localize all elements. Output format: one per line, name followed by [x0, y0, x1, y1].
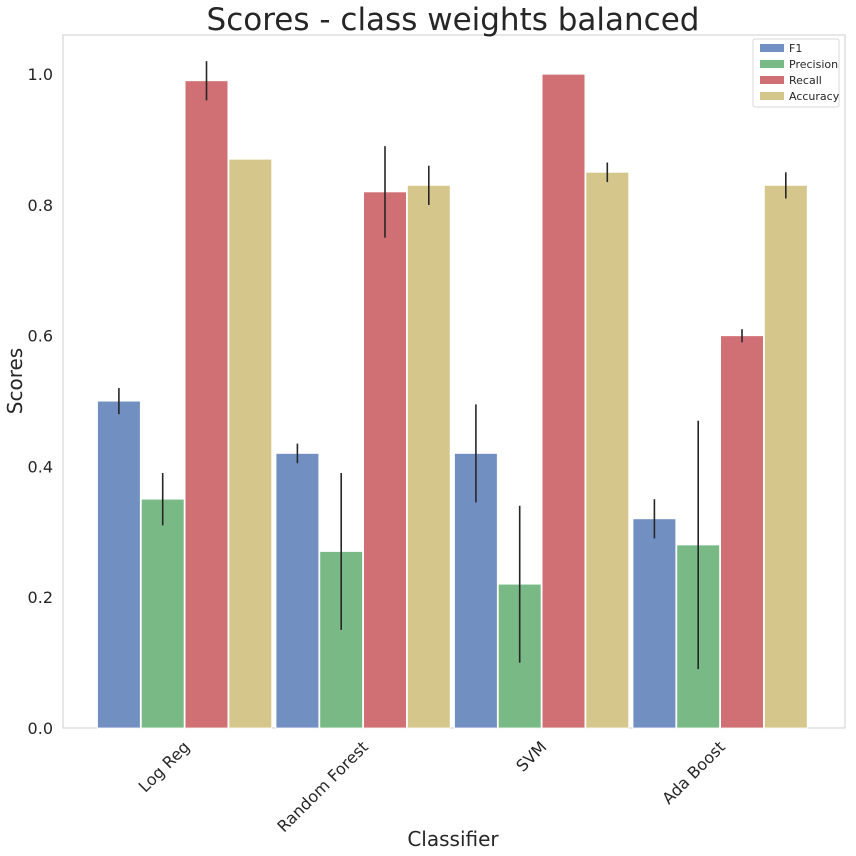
bar-precision-log-reg: [140, 498, 185, 729]
y-tick-label: 0.2: [28, 588, 53, 607]
bar-f1-ada-boost: [632, 518, 677, 729]
x-tick-label: Random Forest: [273, 737, 372, 836]
x-axis-label: Classifier: [407, 827, 499, 851]
bars-group: [97, 73, 808, 729]
y-tick-label: 0.4: [28, 457, 53, 476]
legend: F1 Precision Recall Accuracy: [752, 38, 840, 108]
x-tick-label: Ada Boost: [658, 737, 729, 808]
y-tick-label: 0.0: [28, 719, 53, 738]
bar-recall-svm: [541, 73, 586, 729]
legend-swatch-f1: [760, 44, 784, 52]
legend-label-precision: Precision: [789, 58, 838, 71]
legend-label-recall: Recall: [789, 74, 822, 87]
x-tick-label: Log Reg: [135, 737, 194, 796]
y-axis-label: Scores: [3, 348, 27, 414]
bar-f1-log-reg: [97, 400, 141, 729]
legend-swatch-precision: [760, 60, 784, 68]
x-tick-label: SVM: [512, 737, 550, 775]
bar-accuracy-log-reg: [228, 158, 273, 729]
bar-accuracy-random-forest: [406, 184, 451, 729]
legend-swatch-recall: [760, 76, 784, 84]
y-tick-label: 0.6: [28, 327, 53, 346]
bar-recall-ada-boost: [720, 335, 764, 729]
y-axis-ticks: 0.0 0.2 0.4 0.6 0.8 1.0: [28, 65, 53, 738]
legend-box: [752, 38, 840, 108]
chart-title: Scores - class weights balanced: [207, 2, 700, 38]
y-tick-label: 0.8: [28, 196, 53, 215]
error-bars-group: [118, 61, 787, 670]
bar-accuracy-ada-boost: [764, 184, 808, 729]
legend-label-f1: F1: [789, 42, 802, 55]
bar-recall-log-reg: [184, 80, 229, 729]
bar-recall-random-forest: [363, 191, 407, 729]
legend-swatch-accuracy: [760, 92, 784, 100]
bar-f1-random-forest: [275, 453, 320, 729]
legend-label-accuracy: Accuracy: [789, 90, 840, 103]
y-tick-label: 1.0: [28, 65, 53, 84]
x-axis-ticks: Log Reg Random Forest SVM Ada Boost: [135, 737, 729, 836]
bar-accuracy-svm: [585, 171, 630, 729]
